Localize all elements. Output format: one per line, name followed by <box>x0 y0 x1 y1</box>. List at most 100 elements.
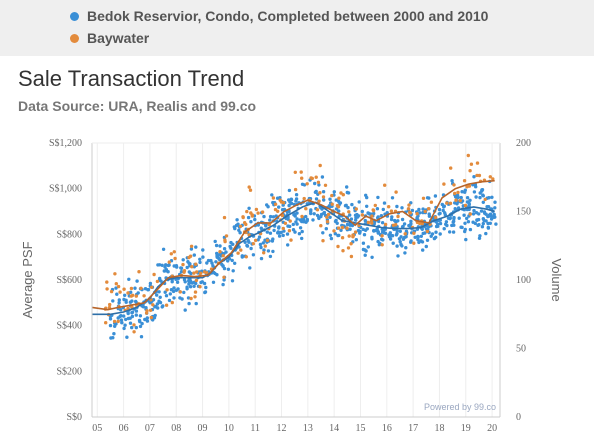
scatter-point <box>456 193 460 198</box>
scatter-point <box>189 296 193 301</box>
scatter-point <box>491 177 495 181</box>
scatter-point <box>452 223 456 227</box>
x-tick-13: 13 <box>303 423 313 434</box>
scatter-point <box>360 209 364 214</box>
scatter-point <box>348 227 352 231</box>
scatter-point <box>456 190 460 195</box>
scatter-point <box>169 252 173 256</box>
scatter-point <box>321 239 325 243</box>
scatter-point <box>480 225 485 229</box>
scatter-point <box>370 237 374 241</box>
scatter-point <box>259 226 263 230</box>
scatter-point <box>125 335 129 339</box>
scatter-point <box>137 270 141 274</box>
scatter-point <box>345 222 350 227</box>
scatter-point <box>300 236 304 241</box>
scatter-point <box>353 230 358 234</box>
legend-item-bedok[interactable]: Bedok Reservior, Condo, Completed betwee… <box>70 6 488 26</box>
scatter-point <box>114 282 119 286</box>
x-tick-09: 09 <box>198 423 208 434</box>
scatter-point <box>201 248 205 252</box>
scatter-point <box>371 208 375 212</box>
scatter-point <box>409 219 413 223</box>
scatter-point <box>158 295 162 299</box>
scatter-point <box>183 308 187 312</box>
scatter-point <box>346 205 350 210</box>
scatter-point <box>333 232 337 236</box>
scatter-point <box>273 202 278 206</box>
scatter-point <box>123 323 127 327</box>
scatter-point <box>400 225 405 229</box>
scatter-point <box>143 317 147 322</box>
scatter-point <box>417 240 421 245</box>
x-tick-10: 10 <box>224 423 234 434</box>
scatter-point <box>349 254 354 259</box>
scatter-point <box>427 225 431 229</box>
scatter-point <box>262 248 266 252</box>
scatter-point <box>224 250 228 254</box>
scatter-point <box>202 270 207 274</box>
scatter-point <box>397 237 402 241</box>
scatter-point <box>164 294 169 298</box>
scatter-point <box>319 224 323 228</box>
scatter-point <box>247 185 251 189</box>
x-tick-05: 05 <box>92 423 102 434</box>
scatter-point <box>493 200 497 204</box>
scatter-point <box>157 290 161 294</box>
scatter-point <box>429 200 434 204</box>
scatter-point <box>291 228 296 232</box>
scatter-point <box>475 173 479 178</box>
scatter-point <box>304 207 308 211</box>
scatter-point <box>334 218 338 223</box>
scatter-point <box>381 207 385 212</box>
scatter-point <box>134 299 138 304</box>
scatter-point <box>289 201 294 206</box>
scatter-point <box>279 230 283 235</box>
legend-label-bedok: Bedok Reservior, Condo, Completed betwee… <box>87 8 489 24</box>
scatter-point <box>382 201 387 205</box>
scatter-point <box>354 238 358 242</box>
scatter-point <box>370 255 374 259</box>
scatter-point <box>173 256 177 261</box>
scatter-point <box>181 262 185 267</box>
scatter-point <box>471 220 475 224</box>
scatter-point <box>288 224 292 229</box>
scatter-point <box>494 222 498 226</box>
scatter-point <box>145 319 150 323</box>
scatter-point <box>366 245 370 249</box>
scatter-point <box>262 214 266 219</box>
scatter-point <box>165 288 169 292</box>
scatter-point <box>354 218 358 222</box>
scatter-point <box>406 207 411 211</box>
scatter-point <box>194 245 198 249</box>
scatter-point <box>420 221 424 226</box>
scatter-point <box>111 336 115 340</box>
scatter-point <box>483 197 487 202</box>
scatter-point <box>395 229 399 233</box>
scatter-point <box>262 251 266 255</box>
y-axis-title: Average PSF <box>20 241 35 318</box>
scatter-point <box>469 162 474 166</box>
scatter-point <box>464 237 468 242</box>
scatter-point <box>172 296 176 300</box>
scatter-point <box>421 231 425 236</box>
scatter-point <box>267 222 271 227</box>
scatter-point <box>258 242 263 247</box>
powered-by-credit[interactable]: Powered by 99.co <box>424 402 496 412</box>
scatter-point <box>187 282 191 286</box>
legend-item-baywater[interactable]: Baywater <box>70 28 149 48</box>
scatter-point <box>363 248 367 252</box>
scatter-point <box>350 202 354 207</box>
scatter-point <box>188 262 192 266</box>
scatter-point <box>340 225 345 230</box>
scatter-point <box>476 223 480 227</box>
scatter-point <box>468 212 472 216</box>
scatter-point <box>277 234 282 238</box>
scatter-point <box>474 185 478 189</box>
scatter-point <box>260 210 265 214</box>
scatter-point <box>271 196 276 200</box>
scatter-point <box>214 243 219 248</box>
scatter-point <box>410 208 415 213</box>
scatter-point <box>479 209 484 213</box>
scatter-point <box>317 183 321 187</box>
